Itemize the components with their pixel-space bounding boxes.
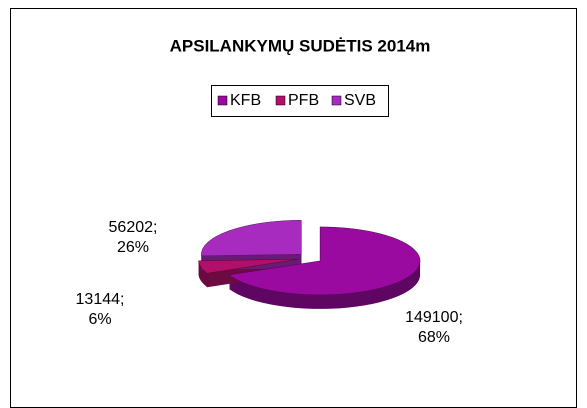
legend-swatch [275, 95, 286, 106]
data-label: 68% [418, 329, 450, 346]
legend-label: SVB [344, 92, 376, 109]
chart-frame [10, 8, 577, 408]
data-label: 13144; [76, 291, 125, 308]
legend-swatch [331, 95, 342, 106]
slice [198, 259, 299, 274]
data-label: 6% [88, 311, 111, 328]
legend-label: PFB [288, 92, 319, 109]
legend-swatch [217, 95, 228, 106]
data-label: 149100; [405, 309, 463, 326]
data-label: 56202; [109, 219, 158, 236]
slice [228, 226, 421, 296]
data-label: 26% [117, 239, 149, 256]
slice [201, 220, 302, 257]
chart-title: APSILANKYMŲ SUDĖTIS 2014m [170, 36, 431, 55]
legend-label: KFB [230, 92, 261, 109]
pie [198, 220, 421, 309]
legend-box [211, 85, 389, 117]
